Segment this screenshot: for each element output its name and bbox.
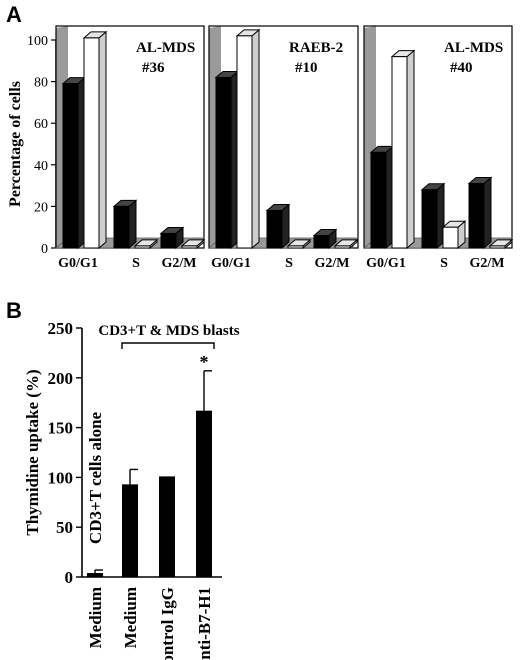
bar: [489, 245, 506, 249]
bar: [391, 56, 408, 249]
bar: [370, 151, 387, 249]
subplot-id: #10: [295, 60, 318, 76]
x-tick-label: Anti-B7-H1: [195, 587, 214, 660]
bar: [83, 37, 100, 249]
bar: [196, 410, 212, 577]
x-tick-label: S: [132, 256, 140, 271]
y-tick-label: 80: [34, 76, 48, 91]
subplot-1: AL-MDS #36 G0/G1 S G2/M: [54, 25, 206, 271]
y-axis-label: Percentage of cells: [7, 81, 24, 207]
panel-b-chart: 0 50 100 150 200 250 Thymidine uptake (%) Mediu…: [23, 319, 240, 660]
y-tick-label: 40: [34, 159, 48, 174]
x-tick-label: G2/M: [162, 256, 197, 271]
bar: [236, 35, 253, 249]
y-tick-label: 60: [34, 117, 48, 132]
subplot-id: #36: [142, 60, 165, 76]
x-tick-label: Medium: [86, 587, 105, 648]
bar-side: [128, 199, 137, 250]
y-tick-label: 150: [48, 419, 74, 438]
y-tick-label: 20: [34, 200, 48, 215]
inner-label: CD3+T cells alone: [86, 411, 105, 544]
bar: [421, 189, 438, 249]
y-tick-label: 50: [56, 518, 73, 537]
x-tick-label: S: [440, 256, 448, 271]
x-tick-label: Control IgG: [158, 587, 177, 660]
y-tick-label: 250: [48, 319, 74, 338]
panel-a-chart: 0 20 40 60 80 100 Percentage of cells AL-MDS #36…: [7, 25, 514, 271]
subplot-title: RAEB-2: [289, 40, 343, 56]
bar: [215, 76, 232, 249]
panel-b-letter: B: [6, 298, 22, 323]
x-tick-label: G0/G1: [211, 256, 251, 271]
y-axis-label: Thymidine uptake (%): [23, 369, 42, 535]
panel-a-letter: A: [6, 2, 22, 27]
bar: [159, 476, 175, 577]
bar-side: [281, 203, 290, 250]
bar: [134, 245, 151, 249]
bar: [122, 484, 138, 577]
bar: [287, 245, 304, 249]
subplot-title: AL-MDS: [444, 40, 503, 56]
bar: [113, 205, 130, 249]
bar-side: [483, 176, 492, 250]
bar: [442, 226, 459, 249]
y-tick-label: 0: [65, 568, 74, 587]
significance-asterisk: *: [200, 352, 209, 372]
subplot-title: AL-MDS: [136, 40, 195, 56]
subplot-id: #40: [450, 60, 473, 76]
bar-side: [406, 49, 415, 250]
bar: [468, 183, 485, 249]
y-tick-label: 0: [41, 242, 48, 257]
bar: [160, 232, 177, 249]
subplot-3: AL-MDS #40 G0/G1 S G2/M: [362, 25, 514, 271]
bar: [87, 573, 103, 577]
bar: [181, 245, 198, 249]
bar-side: [98, 30, 107, 250]
bar: [62, 83, 79, 249]
x-tick-label: S: [285, 256, 293, 271]
x-tick-label: G2/M: [470, 256, 505, 271]
x-tick-label: G0/G1: [366, 256, 406, 271]
bar: [313, 235, 330, 249]
bar: [334, 245, 351, 249]
group-bracket: [121, 342, 215, 349]
bar-side: [251, 28, 260, 250]
subplot-2: RAEB-2 #10 G0/G1 S G2/M: [207, 25, 359, 271]
x-tick-label: Medium: [121, 587, 140, 648]
y-tick-label: 100: [48, 468, 74, 487]
y-tick-label: 200: [48, 369, 74, 388]
x-tick-label: G0/G1: [58, 256, 98, 271]
y-tick-label: 100: [27, 34, 48, 49]
bar: [266, 210, 283, 249]
bracket-label: CD3+T & MDS blasts: [98, 323, 239, 339]
x-tick-label: G2/M: [315, 256, 350, 271]
